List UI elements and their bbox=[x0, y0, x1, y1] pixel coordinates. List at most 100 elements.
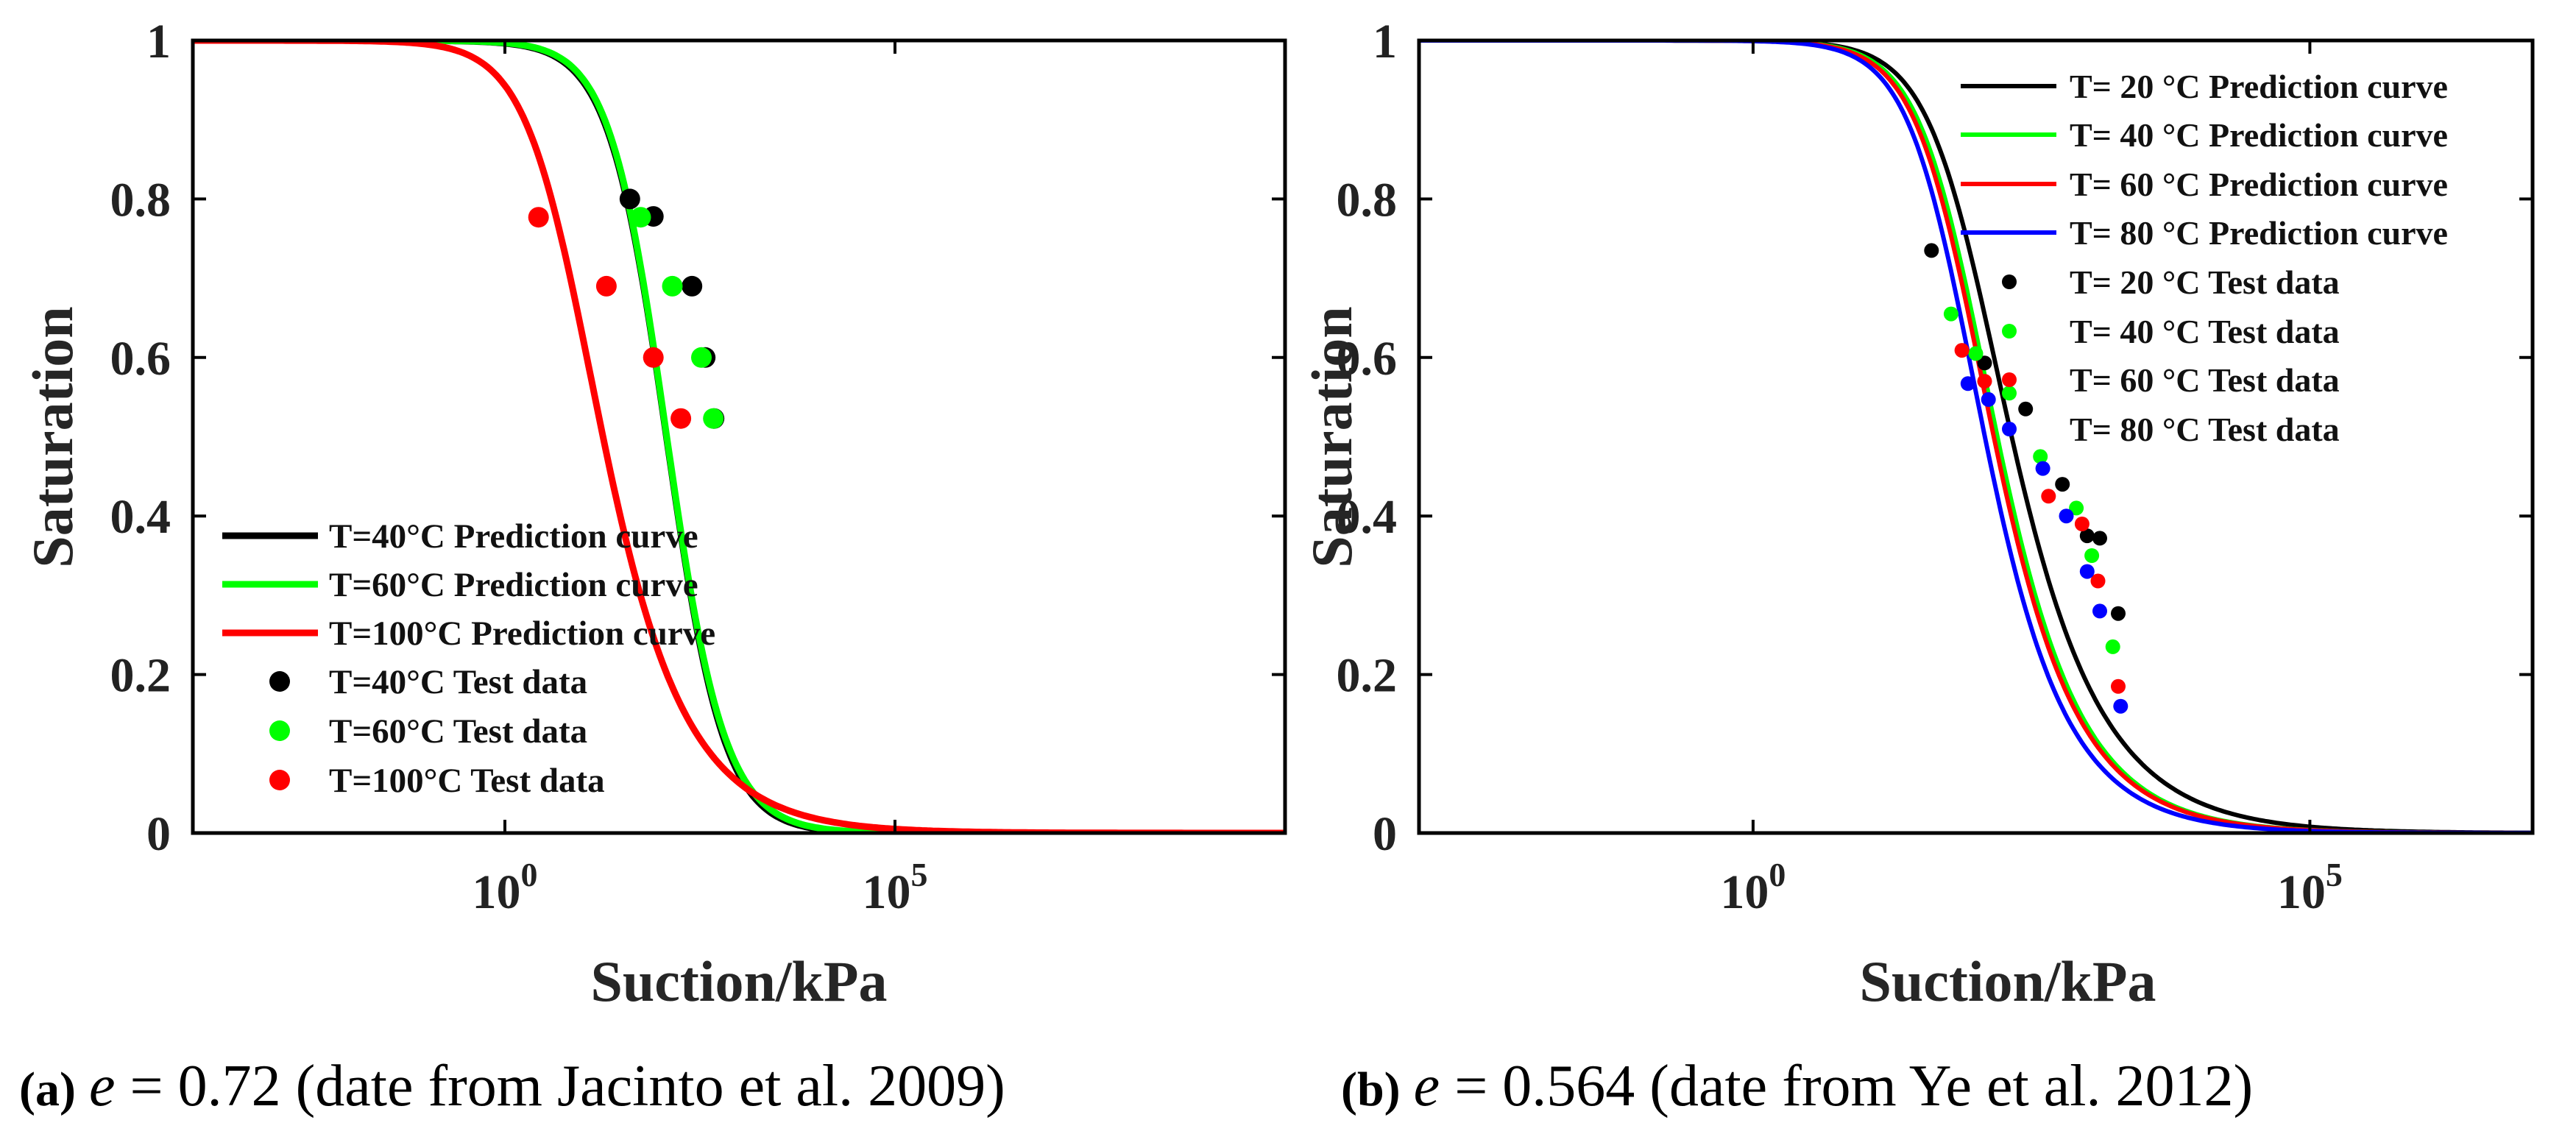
legend-b-label-4: T= 20 °C Test data bbox=[2070, 263, 2340, 301]
point-b-5-0 bbox=[1943, 306, 1958, 322]
legend-a-label-3: T=40°C Test data bbox=[329, 663, 587, 701]
point-a-4-2 bbox=[691, 347, 712, 368]
caption-a-variable: e bbox=[89, 1054, 116, 1119]
point-b-7-5 bbox=[2092, 603, 2107, 619]
legend-b-marker-4 bbox=[2002, 274, 2017, 289]
point-a-5-3 bbox=[670, 408, 692, 429]
x-tick-label-a-0: 100 bbox=[473, 856, 538, 919]
panel-b-legend: T= 20 °C Prediction curve T= 40 °C Predi… bbox=[1961, 68, 2448, 448]
point-a-4-1 bbox=[662, 275, 683, 297]
point-b-5-2 bbox=[2002, 386, 2017, 401]
point-b-7-0 bbox=[1960, 376, 1975, 391]
panel-b-ticks: 0 0.2 0.4 0.6 0.8 1 100 105 bbox=[1337, 15, 2533, 919]
panel-a-y-axis-label: Saturation bbox=[21, 306, 85, 567]
x-tick-label-b-0: 100 bbox=[1720, 856, 1786, 919]
panel-a-legend: T=40°C Prediction curve T=60°C Predictio… bbox=[222, 517, 715, 800]
y-tick-label-b-4: 0.8 bbox=[1337, 173, 1398, 227]
point-b-5-3 bbox=[2033, 449, 2048, 464]
point-b-5-1 bbox=[1968, 346, 1984, 361]
legend-a-marker-3 bbox=[269, 671, 290, 692]
point-b-4-3 bbox=[2055, 477, 2070, 492]
y-tick-label-b-2: 0.4 bbox=[1337, 490, 1398, 544]
y-tick-label-a-3: 0.6 bbox=[110, 332, 171, 386]
point-b-6-2 bbox=[2041, 489, 2056, 504]
y-tick-label-a-4: 0.8 bbox=[110, 173, 171, 227]
caption-a-label: (a) bbox=[19, 1063, 76, 1116]
curve-b-2 bbox=[1419, 40, 2533, 833]
caption-b-text: = 0.564 (date from Ye et al. 2012) bbox=[1440, 1054, 2253, 1119]
y-tick-label-a-0: 0 bbox=[146, 807, 171, 861]
caption-a-text: = 0.72 (date from Jacinto et al. 2009) bbox=[115, 1054, 1005, 1119]
point-b-7-1 bbox=[1981, 391, 1996, 407]
point-a-4-0 bbox=[630, 207, 651, 228]
y-tick-label-a-2: 0.4 bbox=[110, 490, 171, 544]
panel-a-axes-frame bbox=[191, 38, 1287, 835]
curve-a-1 bbox=[193, 40, 1285, 833]
point-a-5-2 bbox=[643, 347, 664, 368]
panel-b-x-axis-label: Suction/kPa bbox=[1859, 949, 2156, 1013]
point-b-5-4 bbox=[2069, 500, 2084, 516]
curve-b-0 bbox=[1419, 40, 2533, 833]
point-b-7-2 bbox=[2035, 461, 2050, 476]
panel-b-axes-frame bbox=[1417, 38, 2535, 835]
curve-b-3 bbox=[1419, 40, 2533, 833]
legend-a-label-5: T=100°C Test data bbox=[329, 762, 605, 800]
point-b-6-0 bbox=[1954, 343, 1970, 358]
curve-b-1 bbox=[1419, 40, 2533, 833]
point-b-4-2 bbox=[2018, 401, 2034, 417]
legend-a-label-0: T=40°C Prediction curve bbox=[329, 517, 698, 556]
panel-a-ticks: 0 0.2 0.4 0.6 0.8 1 100 105 bbox=[110, 15, 1285, 919]
y-tick-label-b-0: 0 bbox=[1373, 807, 1397, 861]
legend-a-label-1: T=60°C Prediction curve bbox=[329, 566, 698, 604]
point-a-4-3 bbox=[703, 408, 724, 429]
legend-b-marker-7 bbox=[2002, 422, 2017, 436]
caption-b-label: (b) bbox=[1341, 1063, 1401, 1116]
legend-a-label-4: T=60°C Test data bbox=[329, 712, 587, 751]
point-b-7-6 bbox=[2113, 698, 2129, 714]
legend-a-marker-5 bbox=[269, 770, 290, 790]
panel-b-plot-area bbox=[1419, 40, 2533, 833]
point-a-3-0 bbox=[619, 188, 640, 210]
x-tick-label-a-1: 105 bbox=[863, 856, 928, 919]
point-b-7-4 bbox=[2079, 564, 2095, 579]
panel-b: 0 0.2 0.4 0.6 0.8 1 100 105 Suction/kPa Saturat… bbox=[1300, 15, 2535, 1013]
point-b-4-4 bbox=[2079, 528, 2095, 544]
caption-b-variable: e bbox=[1414, 1054, 1440, 1119]
point-a-5-1 bbox=[595, 275, 617, 297]
point-b-4-0 bbox=[1924, 243, 1939, 258]
legend-b-label-2: T= 60 °C Prediction curve bbox=[2070, 166, 2448, 203]
y-tick-label-b-5: 1 bbox=[1373, 15, 1397, 68]
legend-b-marker-5 bbox=[2002, 324, 2017, 339]
point-a-5-0 bbox=[528, 207, 549, 228]
point-a-3-2 bbox=[682, 275, 703, 297]
point-b-7-3 bbox=[2059, 508, 2074, 524]
legend-b-label-6: T= 60 °C Test data bbox=[2070, 361, 2340, 399]
point-b-6-4 bbox=[2090, 573, 2106, 589]
panel-a: 0 0.2 0.4 0.6 0.8 1 100 105 Suction/kPa Saturat… bbox=[21, 15, 1287, 1013]
point-b-4-6 bbox=[2111, 606, 2126, 621]
x-tick-label-b-1: 105 bbox=[2277, 856, 2343, 919]
y-tick-label-b-3: 0.6 bbox=[1337, 332, 1398, 386]
legend-b-label-5: T= 40 °C Test data bbox=[2070, 313, 2340, 350]
y-tick-label-a-1: 0.2 bbox=[110, 649, 171, 703]
caption-b: (b) e = 0.564 (date from Ye et al. 2012) bbox=[1341, 1054, 2253, 1119]
y-tick-label-a-5: 1 bbox=[146, 15, 171, 68]
legend-b-label-3: T= 80 °C Prediction curve bbox=[2070, 214, 2448, 252]
point-b-5-5 bbox=[2084, 548, 2100, 563]
panel-a-x-axis-label: Suction/kPa bbox=[590, 949, 887, 1013]
point-b-5-6 bbox=[2105, 639, 2120, 654]
legend-b-label-7: T= 80 °C Test data bbox=[2070, 411, 2340, 448]
legend-b-label-1: T= 40 °C Prediction curve bbox=[2070, 116, 2448, 154]
point-b-4-5 bbox=[2092, 531, 2107, 546]
legend-a-marker-4 bbox=[269, 720, 290, 741]
point-b-6-3 bbox=[2074, 517, 2090, 531]
legend-b-label-0: T= 20 °C Prediction curve bbox=[2070, 68, 2448, 105]
point-b-6-5 bbox=[2111, 678, 2126, 694]
point-b-6-1 bbox=[1977, 374, 1992, 389]
panel-b-y-axis-label: Saturation bbox=[1300, 306, 1364, 567]
legend-a-label-2: T=100°C Prediction curve bbox=[329, 614, 715, 653]
legend-b-marker-6 bbox=[2002, 372, 2017, 387]
y-tick-label-b-1: 0.2 bbox=[1337, 649, 1398, 703]
point-b-4-1 bbox=[1977, 355, 1992, 371]
